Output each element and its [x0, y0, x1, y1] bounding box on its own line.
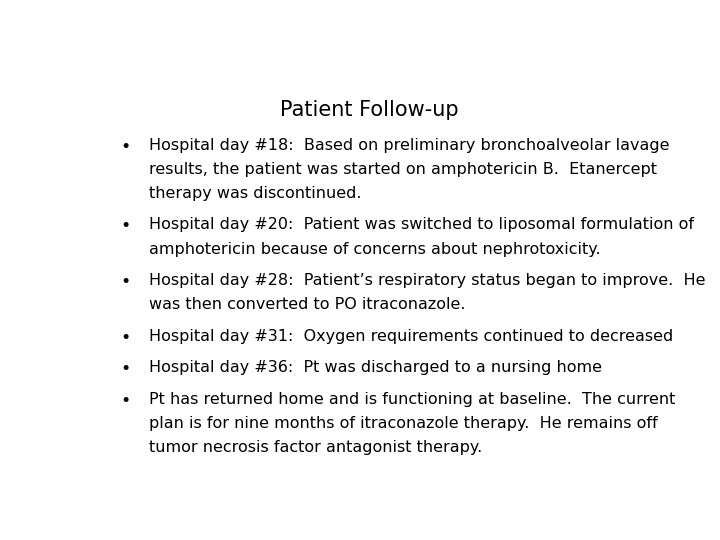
Text: Hospital day #31:  Oxygen requirements continued to decreased: Hospital day #31: Oxygen requirements co… [148, 329, 673, 344]
Text: Hospital day #20:  Patient was switched to liposomal formulation of: Hospital day #20: Patient was switched t… [148, 218, 693, 232]
Text: •: • [121, 138, 131, 156]
Text: Hospital day #28:  Patient’s respiratory status began to improve.  He: Hospital day #28: Patient’s respiratory … [148, 273, 705, 288]
Text: therapy was discontinued.: therapy was discontinued. [148, 186, 361, 201]
Text: •: • [121, 218, 131, 235]
Text: •: • [121, 360, 131, 379]
Text: Pt has returned home and is functioning at baseline.  The current: Pt has returned home and is functioning … [148, 392, 675, 407]
Text: Hospital day #36:  Pt was discharged to a nursing home: Hospital day #36: Pt was discharged to a… [148, 360, 602, 375]
Text: Patient Follow-up: Patient Follow-up [279, 100, 459, 120]
Text: was then converted to PO itraconazole.: was then converted to PO itraconazole. [148, 297, 465, 312]
Text: •: • [121, 392, 131, 410]
Text: results, the patient was started on amphotericin B.  Etanercept: results, the patient was started on amph… [148, 161, 657, 177]
Text: •: • [121, 273, 131, 291]
Text: amphotericin because of concerns about nephrotoxicity.: amphotericin because of concerns about n… [148, 241, 600, 256]
Text: plan is for nine months of itraconazole therapy.  He remains off: plan is for nine months of itraconazole … [148, 416, 657, 431]
Text: Hospital day #18:  Based on preliminary bronchoalveolar lavage: Hospital day #18: Based on preliminary b… [148, 138, 669, 153]
Text: tumor necrosis factor antagonist therapy.: tumor necrosis factor antagonist therapy… [148, 440, 482, 455]
Text: •: • [121, 329, 131, 347]
